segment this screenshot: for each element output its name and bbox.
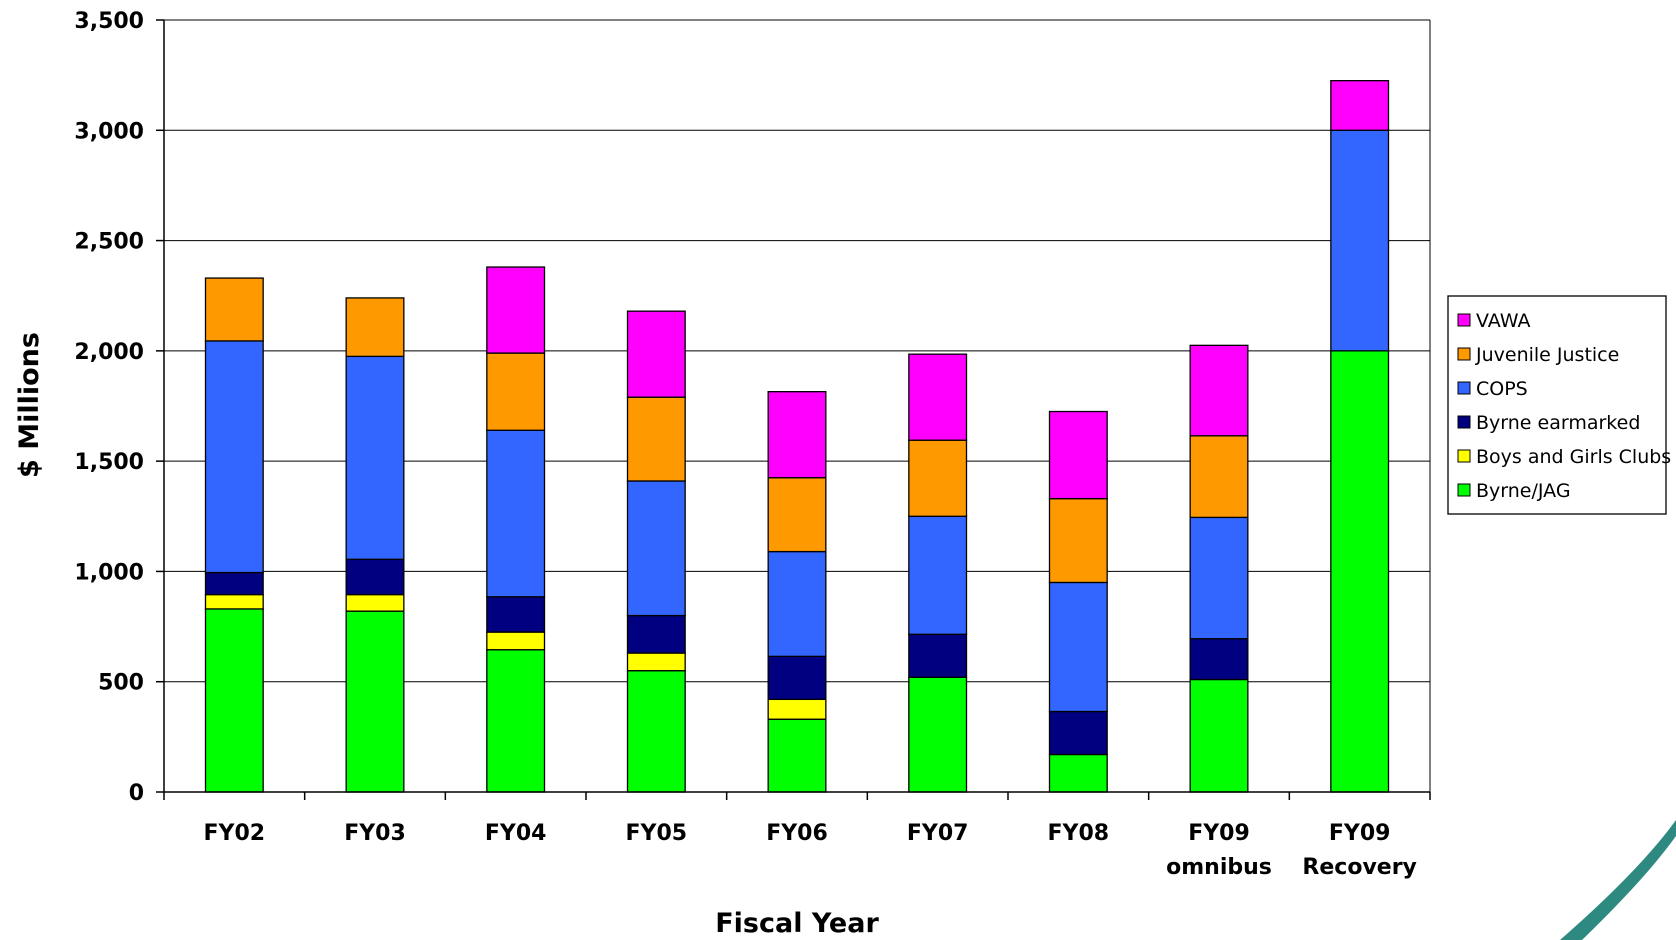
bar-segment-2-0 <box>486 649 546 793</box>
bar-segment-1-0 <box>345 610 405 793</box>
bar-segment-7-2 <box>1189 638 1249 681</box>
y-axis-title: $ Millions <box>14 332 45 478</box>
legend-box <box>1447 295 1667 515</box>
bars-group <box>204 80 1390 793</box>
bar-segment-4-5 <box>767 391 827 479</box>
y-tick-label-4: 2,000 <box>74 340 144 365</box>
bar-segment-3-1 <box>626 652 686 672</box>
x-tick-label-4-0: FY06 <box>766 821 828 846</box>
bar-segment-0-4 <box>204 277 264 342</box>
bar-segment-2-2 <box>486 596 546 633</box>
bar-segment-4-0 <box>767 718 827 793</box>
bar-segment-0-0 <box>204 608 264 793</box>
bar-segment-7-5 <box>1189 344 1249 437</box>
bar-segment-1-3 <box>345 355 405 560</box>
bar-segment-1-4 <box>345 297 405 358</box>
bar-segment-6-0 <box>1048 753 1108 793</box>
legend-swatch-1 <box>1457 449 1471 463</box>
decorative-corner-swoosh-inner <box>1582 836 1676 940</box>
bar-segment-2-4 <box>486 352 546 431</box>
bar-segment-6-4 <box>1048 497 1108 584</box>
bar-segment-2-5 <box>486 266 546 354</box>
x-tick-labels: FY02 FY03 FY04 FY05 FY06 FY07 FY08 FY09 omnibus F… <box>204 821 1417 880</box>
y-tick-label-2: 1,000 <box>74 560 144 585</box>
bar-segment-3-5 <box>626 310 686 398</box>
x-tick-label-5-0: FY07 <box>907 821 969 846</box>
bar-segment-2-3 <box>486 429 546 598</box>
bar-segment-7-0 <box>1189 678 1249 793</box>
bar-segment-8-3 <box>1330 129 1390 352</box>
bar-segment-1-2 <box>345 558 405 596</box>
legend-label-4: Juvenile Justice <box>1475 344 1619 366</box>
bar-segment-6-3 <box>1048 581 1108 713</box>
bar-segment-0-3 <box>204 340 264 574</box>
bar-segment-7-3 <box>1189 516 1249 640</box>
legend-label-2: Byrne earmarked <box>1476 412 1640 434</box>
y-tick-label-3: 1,500 <box>74 450 144 475</box>
bar-segment-4-1 <box>767 698 827 720</box>
bar-segment-8-0 <box>1330 350 1390 793</box>
y-tick-label-7: 3,500 <box>74 9 144 34</box>
bar-segment-5-2 <box>908 633 968 678</box>
legend-swatch-5 <box>1457 313 1471 327</box>
bar-segment-8-5 <box>1330 80 1390 131</box>
bar-segment-5-3 <box>908 515 968 635</box>
legend-label-3: COPS <box>1476 378 1528 400</box>
bar-segment-1-1 <box>345 593 405 612</box>
bar-segment-7-4 <box>1189 435 1249 519</box>
x-tick-label-7-1: omnibus <box>1166 855 1272 880</box>
y-tick-label-6: 3,000 <box>74 119 144 144</box>
bar-segment-2-1 <box>486 631 546 651</box>
y-tick-label-0: 0 <box>129 781 144 806</box>
bar-segment-4-3 <box>767 550 827 657</box>
y-tick-label-1: 500 <box>98 671 144 696</box>
bar-segment-5-4 <box>908 439 968 517</box>
legend-label-1: Boys and Girls Clubs <box>1476 446 1671 468</box>
bar-segment-6-5 <box>1048 410 1108 500</box>
x-tick-label-1-0: FY03 <box>344 821 406 846</box>
x-axis-title: Fiscal Year <box>715 908 879 939</box>
bar-segment-3-4 <box>626 396 686 482</box>
y-tick-label-5: 2,500 <box>74 230 144 255</box>
axes-group <box>156 19 1431 800</box>
bar-segment-3-0 <box>626 670 686 793</box>
x-tick-label-0-0: FY02 <box>204 821 266 846</box>
bar-segment-4-2 <box>767 655 827 701</box>
bar-segment-0-1 <box>204 593 264 610</box>
legend: VAWA Juvenile Justice COPS Byrne earmarked B… <box>1447 295 1671 515</box>
bar-segment-0-2 <box>204 571 264 596</box>
x-tick-label-7-0: FY09 <box>1188 821 1250 846</box>
y-tick-labels: 0 500 1,000 1,500 2,000 2,500 3,000 3,500 <box>74 9 144 806</box>
bar-segment-3-3 <box>626 480 686 617</box>
x-tick-label-2-0: FY04 <box>485 821 547 846</box>
x-tick-label-8-0: FY09 <box>1329 821 1391 846</box>
legend-swatch-3 <box>1457 381 1471 395</box>
x-tick-label-3-0: FY05 <box>626 821 688 846</box>
bar-segment-4-4 <box>767 477 827 553</box>
legend-swatch-4 <box>1457 347 1471 361</box>
bar-segment-3-2 <box>626 614 686 654</box>
legend-swatch-2 <box>1457 415 1471 429</box>
x-tick-label-6-0: FY08 <box>1048 821 1110 846</box>
bar-segment-6-2 <box>1048 710 1108 756</box>
bar-segment-5-0 <box>908 676 968 793</box>
legend-swatch-0 <box>1457 483 1471 497</box>
legend-label-5: VAWA <box>1476 310 1531 332</box>
x-tick-label-8-1: Recovery <box>1302 855 1416 880</box>
bar-segment-5-5 <box>908 353 968 441</box>
legend-label-0: Byrne/JAG <box>1476 480 1571 502</box>
